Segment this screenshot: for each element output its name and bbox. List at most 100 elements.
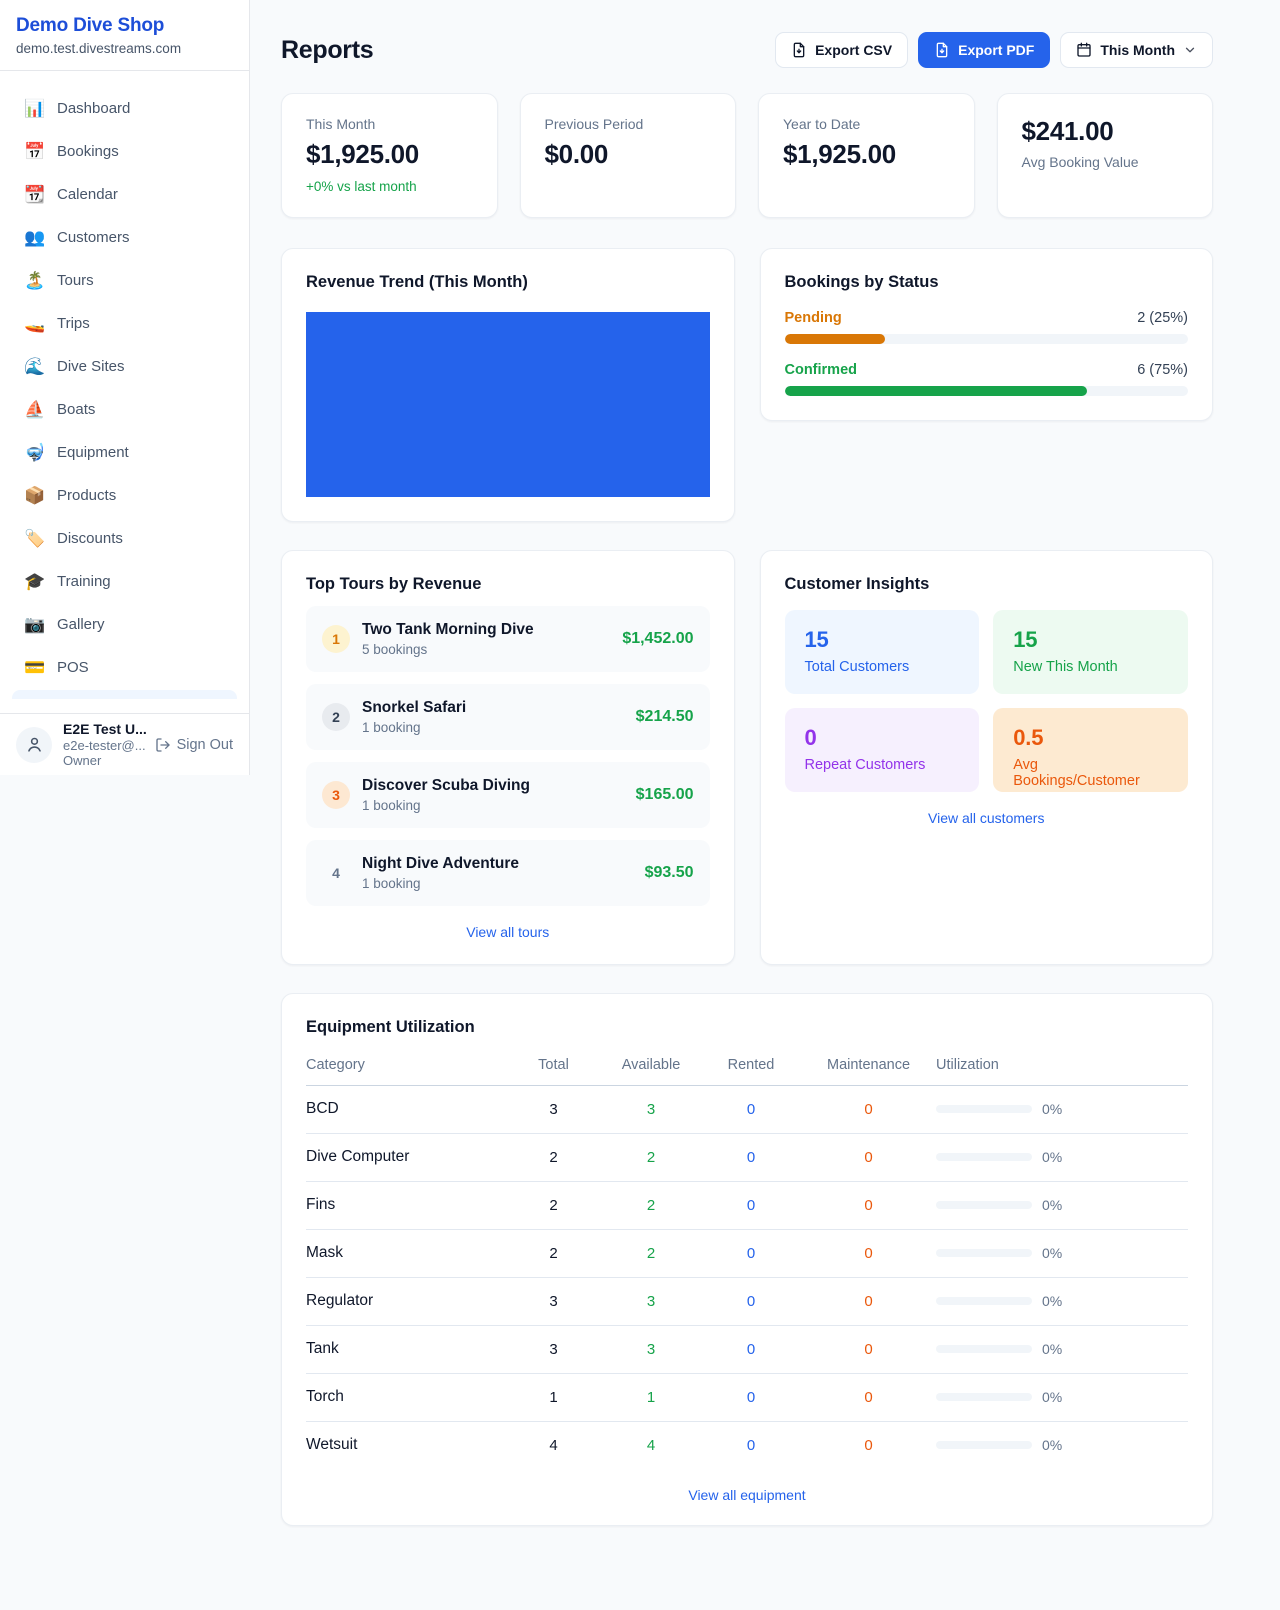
table-header-row: Category Total Available Rented Maintena… [306,1057,1188,1086]
sidebar-item-label: POS [57,658,89,676]
equipment-rented: 0 [746,1244,756,1262]
equipment-maintenance: 0 [864,1244,873,1262]
tour-bookings: 5 bookings [362,642,428,657]
sidebar-item-label: Dive Sites [57,357,125,375]
export-csv-label: Export CSV [815,42,893,58]
sidebar-item-label: Tours [57,271,94,289]
calendar-icon: 📆 [24,184,46,204]
equipment-maintenance: 0 [864,1340,873,1358]
period-selector-dropdown[interactable]: This Month [1060,32,1213,68]
sidebar-item-products[interactable]: 📦 Products [12,475,237,515]
sidebar-item-discounts[interactable]: 🏷️ Discounts [12,518,237,558]
equipment-available: 3 [646,1340,656,1358]
sidebar-item-boats[interactable]: ⛵ Boats [12,389,237,429]
sidebar-header: Demo Dive Shop demo.test.divestreams.com [0,0,249,71]
rank-badge: 4 [332,865,340,881]
table-row: Mask 2 2 0 0 0% [306,1230,1188,1278]
sidebar: Demo Dive Shop demo.test.divestreams.com… [0,0,250,775]
column-header: Utilization [936,1057,999,1073]
table-row: BCD 3 3 0 0 0% [306,1086,1188,1134]
sidebar-item-reports-partial[interactable] [12,690,237,699]
sidebar-item-equipment[interactable]: 🤿 Equipment [12,432,237,472]
equipment-maintenance: 0 [864,1196,873,1214]
sidebar-item-label: Gallery [57,615,105,633]
equipment-total: 2 [549,1148,558,1166]
insight-label: New This Month [1013,659,1118,675]
equipment-rented: 0 [746,1388,756,1406]
avatar [16,726,52,763]
tour-name: Two Tank Morning Dive [362,621,534,638]
equipment-maintenance: 0 [864,1292,873,1310]
equipment-rented: 0 [746,1436,756,1454]
calendar-icon [1077,42,1092,57]
table-row: Fins 2 2 0 0 0% [306,1182,1188,1230]
sign-out-icon [155,738,170,752]
sidebar-item-label: Dashboard [57,99,131,117]
utilization-track [936,1249,1032,1257]
tour-amount: $1,452.00 [622,630,694,647]
equipment-utilization-cell: 0% [936,1149,1188,1165]
tour-row: 1 Two Tank Morning Dive 5 bookings $1,45… [306,606,710,672]
utilization-percent: 0% [1042,1389,1063,1405]
stat-card-year-to-date: Year to Date $1,925.00 [758,93,975,218]
stat-value: $1,925.00 [306,139,419,169]
sidebar-item-dashboard[interactable]: 📊 Dashboard [12,88,237,128]
equipment-utilization-cell: 0% [936,1101,1188,1117]
sidebar-item-label: Training [57,572,111,590]
tour-bookings: 1 booking [362,876,421,891]
progress-fill [784,386,1088,396]
sidebar-item-training[interactable]: 🎓 Training [12,561,237,601]
equipment-rented: 0 [746,1100,756,1118]
equipment-rented: 0 [746,1196,756,1214]
revenue-trend-card: Revenue Trend (This Month) [281,248,735,522]
stat-label: Previous Period [544,116,644,132]
progress-track [784,386,1188,396]
equipment-utilization-cell: 0% [936,1389,1188,1405]
insight-tile-avg-bookings-customer: 0.5 Avg Bookings/Customer [993,708,1188,792]
sidebar-item-customers[interactable]: 👥 Customers [12,217,237,257]
user-role: Owner [63,753,102,768]
export-csv-button[interactable]: Export CSV [775,32,909,68]
equipment-category: BCD [306,1100,339,1117]
table-row: Regulator 3 3 0 0 0% [306,1278,1188,1326]
sidebar-item-gallery[interactable]: 📷 Gallery [12,604,237,644]
progress-fill [784,334,886,344]
export-pdf-button[interactable]: Export PDF [918,32,1051,68]
sidebar-item-calendar[interactable]: 📆 Calendar [12,174,237,214]
main-content: Reports Export CSV Export PDF This Month [250,0,1280,1586]
stat-label: Avg Booking Value [1021,154,1139,170]
top-tours-card: Top Tours by Revenue 1 Two Tank Morning … [281,550,735,965]
sidebar-item-bookings[interactable]: 📅 Bookings [12,131,237,171]
equipment-category: Torch [306,1388,344,1405]
sidebar-item-trips[interactable]: 🚤 Trips [12,303,237,343]
bookings-by-status-title: Bookings by Status [784,273,939,291]
utilization-percent: 0% [1042,1341,1063,1357]
view-all-equipment-link[interactable]: View all equipment [688,1487,806,1503]
camera-icon: 📷 [24,614,46,634]
sign-out-button[interactable]: Sign Out [155,737,233,753]
utilization-track [936,1441,1032,1449]
shop-domain: demo.test.divestreams.com [16,41,182,56]
user-name: E2E Test U... [63,721,147,737]
view-all-tours-link[interactable]: View all tours [466,924,550,940]
status-row-confirmed: Confirmed 6 (75%) [784,362,1188,396]
sidebar-item-pos[interactable]: 💳 POS [12,647,237,687]
rank-badge: 2 [322,703,350,731]
package-icon: 📦 [24,485,46,505]
column-header: Available [621,1057,681,1073]
dashboard-icon: 📊 [24,98,46,118]
sidebar-item-label: Trips [57,314,90,332]
column-header: Total [538,1057,569,1073]
stat-value: $0.00 [544,139,609,169]
customers-icon: 👥 [24,227,46,247]
sidebar-item-tours[interactable]: 🏝️ Tours [12,260,237,300]
sidebar-item-dive-sites[interactable]: 🌊 Dive Sites [12,346,237,386]
status-value: 2 (25%) [1137,310,1188,326]
graduation-cap-icon: 🎓 [24,571,46,591]
revenue-trend-title: Revenue Trend (This Month) [306,273,528,291]
stat-label: Year to Date [783,116,861,132]
equipment-category: Regulator [306,1292,374,1309]
view-all-customers-link[interactable]: View all customers [928,810,1045,826]
customer-insights-card: Customer Insights 15 Total Customers 15 … [759,550,1213,965]
tour-bookings: 1 booking [362,798,421,813]
